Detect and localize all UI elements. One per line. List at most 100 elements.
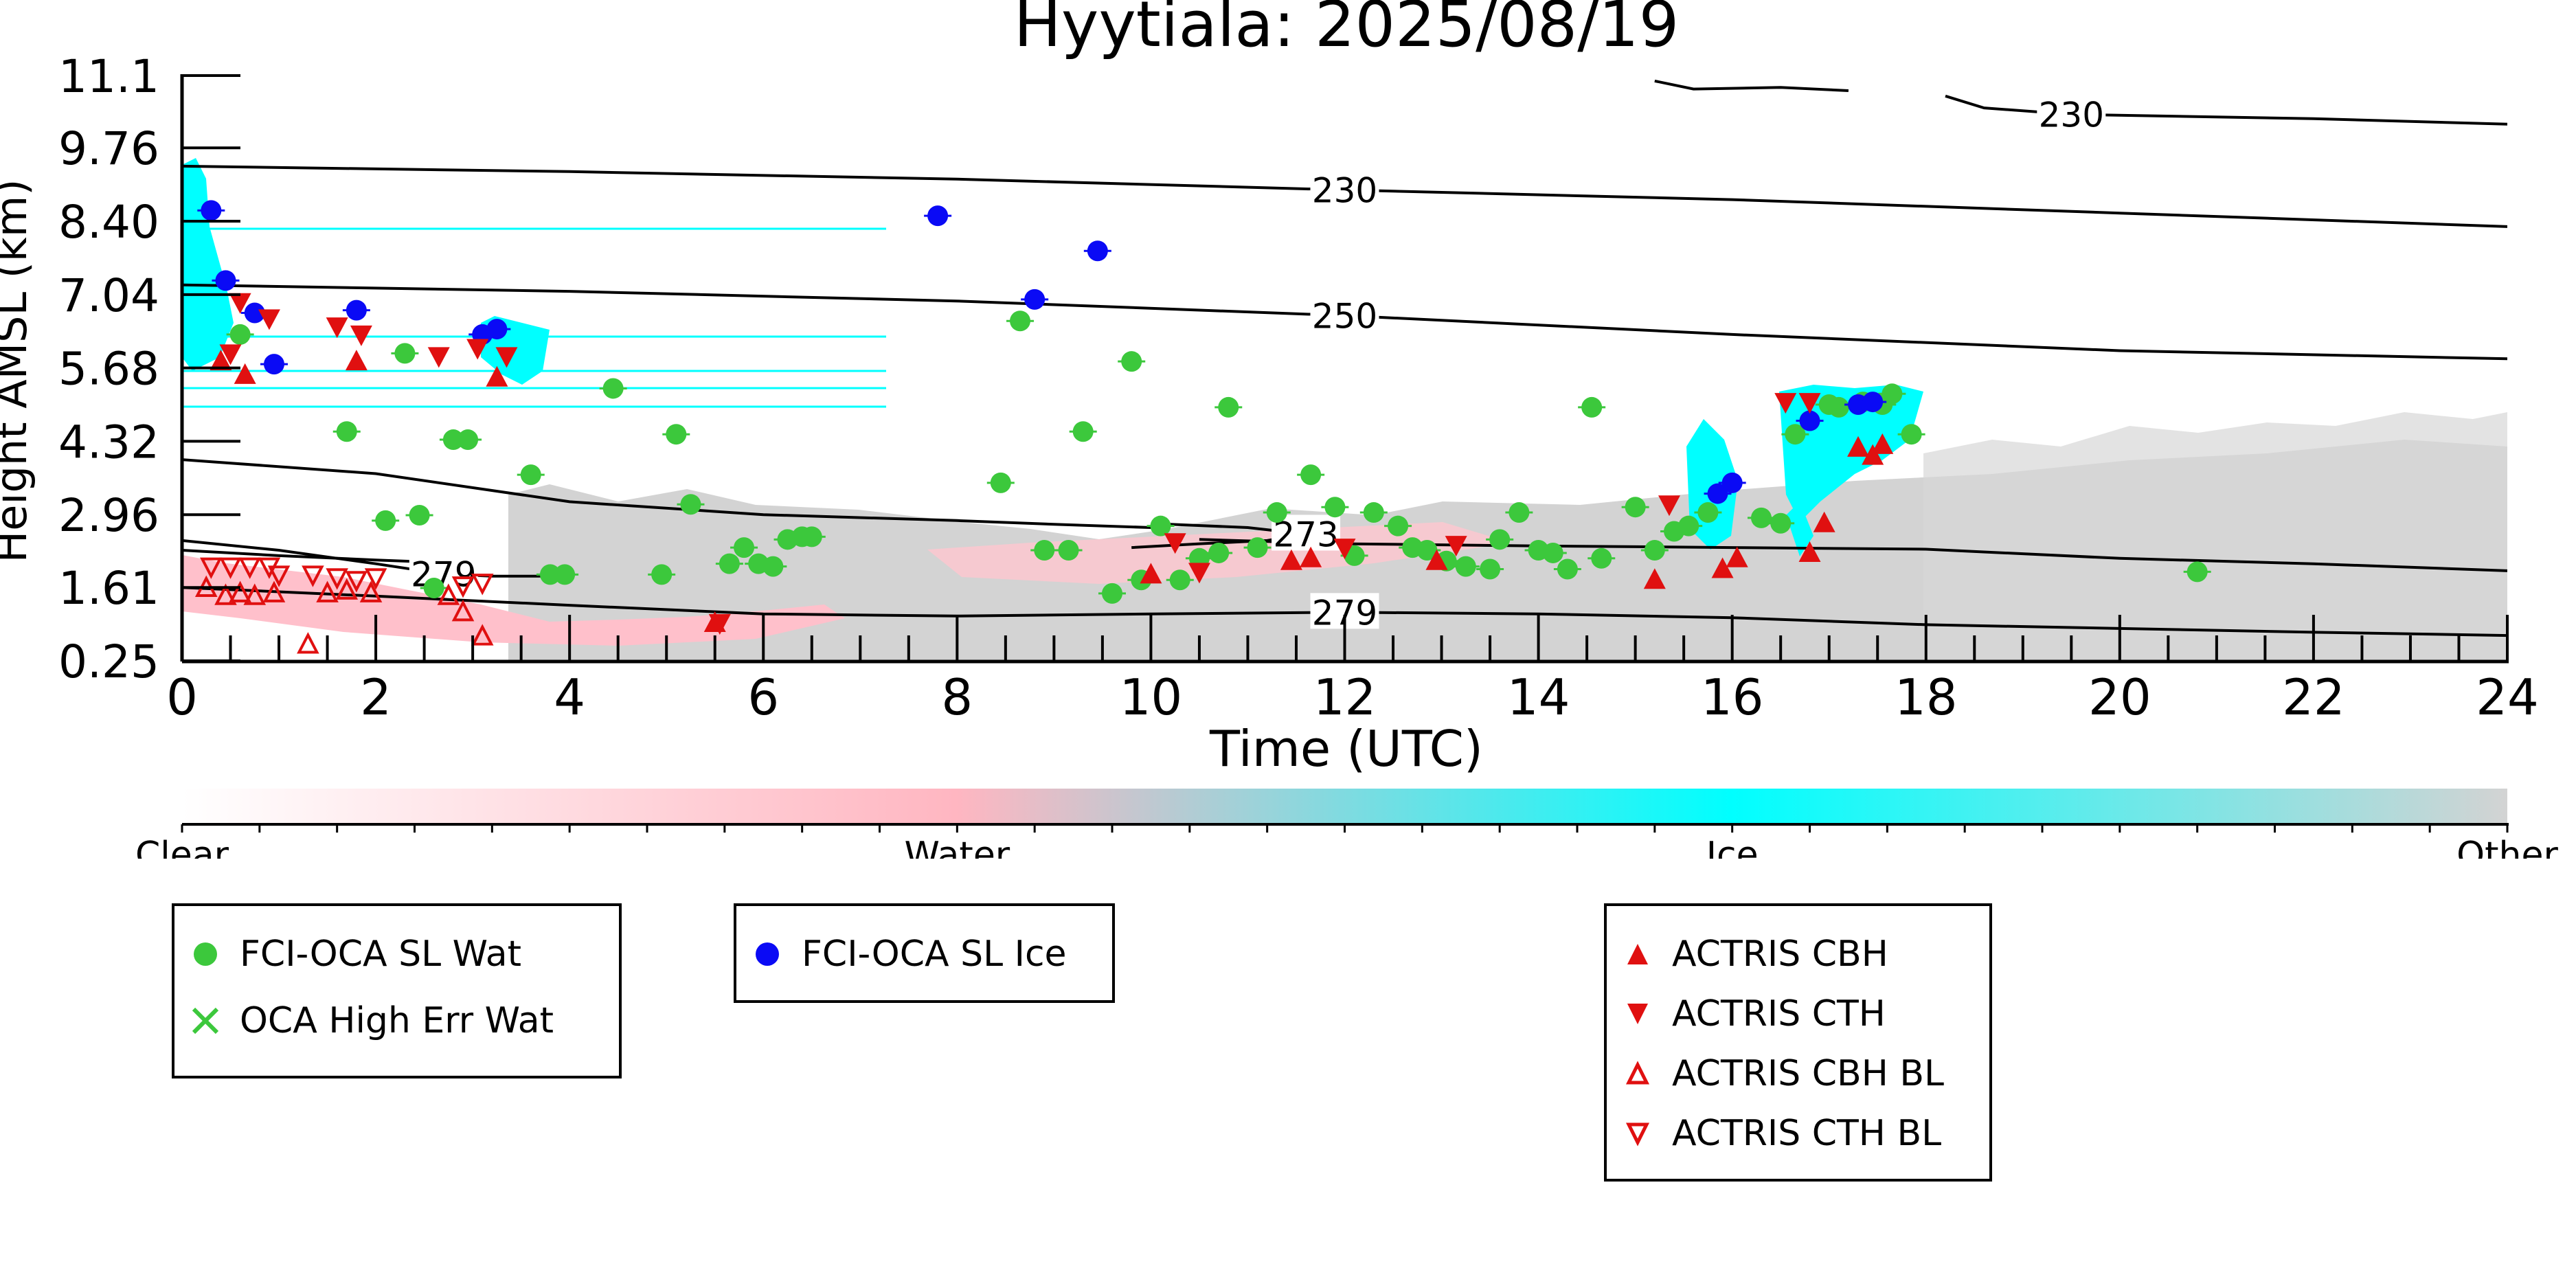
colorbar-ticks: [181, 824, 2509, 833]
data-point: [1416, 540, 1438, 561]
x-tick-label: 16: [1701, 668, 1764, 726]
data-point: [335, 578, 359, 600]
y-axis-label: Height AMSL (km): [0, 179, 36, 563]
data-point: [651, 564, 673, 585]
contour-label: 250: [1312, 296, 1377, 336]
data-point: [1280, 549, 1302, 570]
contour-label: 230: [2039, 95, 2104, 135]
data-point: [244, 302, 265, 324]
data-point: [229, 324, 251, 345]
data-point: [554, 564, 576, 585]
data-point: [1862, 392, 1884, 413]
x-tick-label: 10: [1120, 668, 1183, 726]
data-point: [1489, 529, 1511, 550]
data-point: [258, 309, 280, 330]
data-point: [229, 293, 251, 314]
data-point: [1509, 502, 1530, 523]
data-marks: [194, 200, 2211, 654]
data-point: [1557, 558, 1578, 580]
data-point: [1087, 240, 1108, 262]
data-point: [1121, 351, 1142, 372]
data-point: [708, 614, 731, 635]
data-point: [1324, 497, 1346, 518]
data-point: [1798, 393, 1821, 414]
data-point: [243, 583, 267, 605]
data-point: [1882, 383, 1903, 405]
data-point: [1625, 497, 1646, 518]
x-tick-label: 2: [360, 668, 392, 726]
green-circle-icon: [194, 942, 217, 966]
data-point: [1388, 515, 1409, 536]
data-point: [1208, 542, 1230, 563]
other-region-upper: [1923, 412, 2507, 661]
data-point: [2187, 561, 2208, 583]
data-point: [263, 354, 284, 375]
data-point: [927, 205, 949, 227]
data-point: [1901, 424, 1922, 445]
data-point: [1591, 547, 1612, 569]
colorbar-label: Clear: [135, 835, 229, 859]
data-point: [336, 421, 357, 442]
data-point: [1798, 541, 1821, 562]
data-point: [1644, 540, 1665, 561]
data-point: [451, 576, 475, 598]
data-point: [214, 583, 237, 605]
contour-line: [1945, 94, 2507, 126]
data-point: [1445, 536, 1467, 557]
triangle-up-open-icon: [1625, 1061, 1650, 1085]
data-point: [602, 378, 624, 399]
contour-label-bg: [2037, 95, 2106, 131]
data-point: [1828, 396, 1849, 418]
x-tick-label: 8: [941, 668, 973, 726]
x-tick-label: 18: [1895, 668, 1958, 726]
data-point: [1072, 421, 1094, 442]
y-tick-label: 4.32: [58, 416, 159, 468]
x-axis-label: Time (UTC): [1209, 720, 1483, 778]
data-point: [486, 365, 508, 387]
y-tick-label: 8.40: [58, 196, 159, 249]
data-point: [1150, 515, 1171, 536]
data-point: [1363, 502, 1384, 523]
data-point: [1770, 512, 1792, 534]
data-point: [267, 565, 291, 587]
data-point: [423, 577, 444, 598]
triangle-up-icon: [1627, 944, 1648, 964]
data-point: [486, 319, 508, 340]
green-x-icon: [192, 1007, 219, 1035]
data-point: [1697, 502, 1719, 523]
data-point: [437, 583, 460, 605]
data-point: [1164, 533, 1186, 554]
x-tick-label: 24: [2476, 668, 2539, 726]
data-point: [302, 565, 324, 587]
legend-ice: FCI-OCA SL Ice: [734, 903, 1115, 1003]
water-region: [182, 555, 845, 646]
data-point: [326, 568, 348, 590]
data-point: [1785, 424, 1806, 445]
data-point: [471, 624, 494, 646]
data-point: [326, 317, 348, 339]
blue-circle-icon: [756, 942, 779, 966]
data-point: [990, 472, 1011, 493]
data-point: [262, 580, 286, 602]
data-point: [409, 504, 430, 526]
data-point: [215, 270, 236, 291]
data-point: [201, 200, 222, 221]
data-point: [229, 580, 251, 602]
x-tick-label: 22: [2282, 668, 2345, 726]
data-point: [364, 568, 387, 590]
data-point: [1480, 558, 1501, 580]
contour-line: [182, 458, 1151, 529]
data-point: [666, 424, 687, 445]
data-point: [495, 347, 518, 368]
data-point: [680, 494, 701, 515]
data-point: [442, 429, 464, 451]
y-tick-label: 7.04: [58, 269, 159, 322]
data-point: [359, 580, 383, 602]
y-tick-label: 0.25: [58, 635, 159, 688]
data-point: [471, 574, 494, 596]
data-point: [734, 537, 755, 558]
colorbar: [182, 789, 2507, 824]
contour-label: 230: [1312, 170, 1377, 210]
data-point: [801, 526, 822, 547]
colorbar-label: Other: [2456, 835, 2558, 859]
